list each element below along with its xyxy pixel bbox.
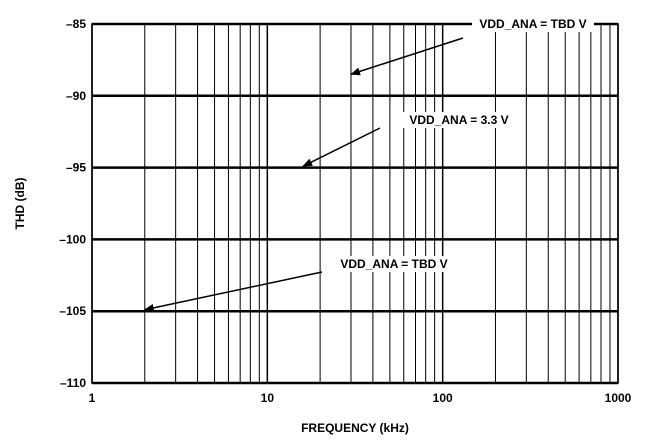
y-axis-title: THD (dB) [13,178,27,230]
x-tick-label: 1000 [605,391,632,405]
minor-gridlines [144,24,611,383]
y-tick-label: –105 [59,304,86,318]
major-gridlines [91,22,619,385]
annotation-arrow [143,271,323,312]
x-tick-label: 100 [433,391,453,405]
y-tick-label: –95 [66,161,86,175]
y-tick-label: –100 [59,232,86,246]
y-axis-tick-labels: –85 –90 –95 –100 –105 –110 [59,17,86,390]
annotation-arrow [302,127,381,167]
x-tick-label: 10 [261,391,275,405]
annotation-label: VDD_ANA = 3.3 V [409,113,508,127]
x-tick-label: 1 [89,391,96,405]
plot-area-frame [91,23,619,384]
annotation-label: VDD_ANA = TBD V [479,17,586,31]
x-axis-title: FREQUENCY (kHz) [301,421,409,435]
y-tick-label: –85 [66,17,86,31]
x-axis-tick-labels: 1 10 100 1000 [89,391,632,405]
annotation-label-background [398,112,520,128]
annotation-arrow [350,37,464,76]
annotation-label-background [472,16,594,32]
y-tick-label: –110 [60,376,86,390]
annotation-label: VDD_ANA = TBD V [340,257,447,271]
y-tick-label: –90 [66,89,86,103]
annotation-label-background [333,256,455,272]
annotations: VDD_ANA = TBD V VDD_ANA = 3.3 V VDD_ANA = … [143,16,594,312]
